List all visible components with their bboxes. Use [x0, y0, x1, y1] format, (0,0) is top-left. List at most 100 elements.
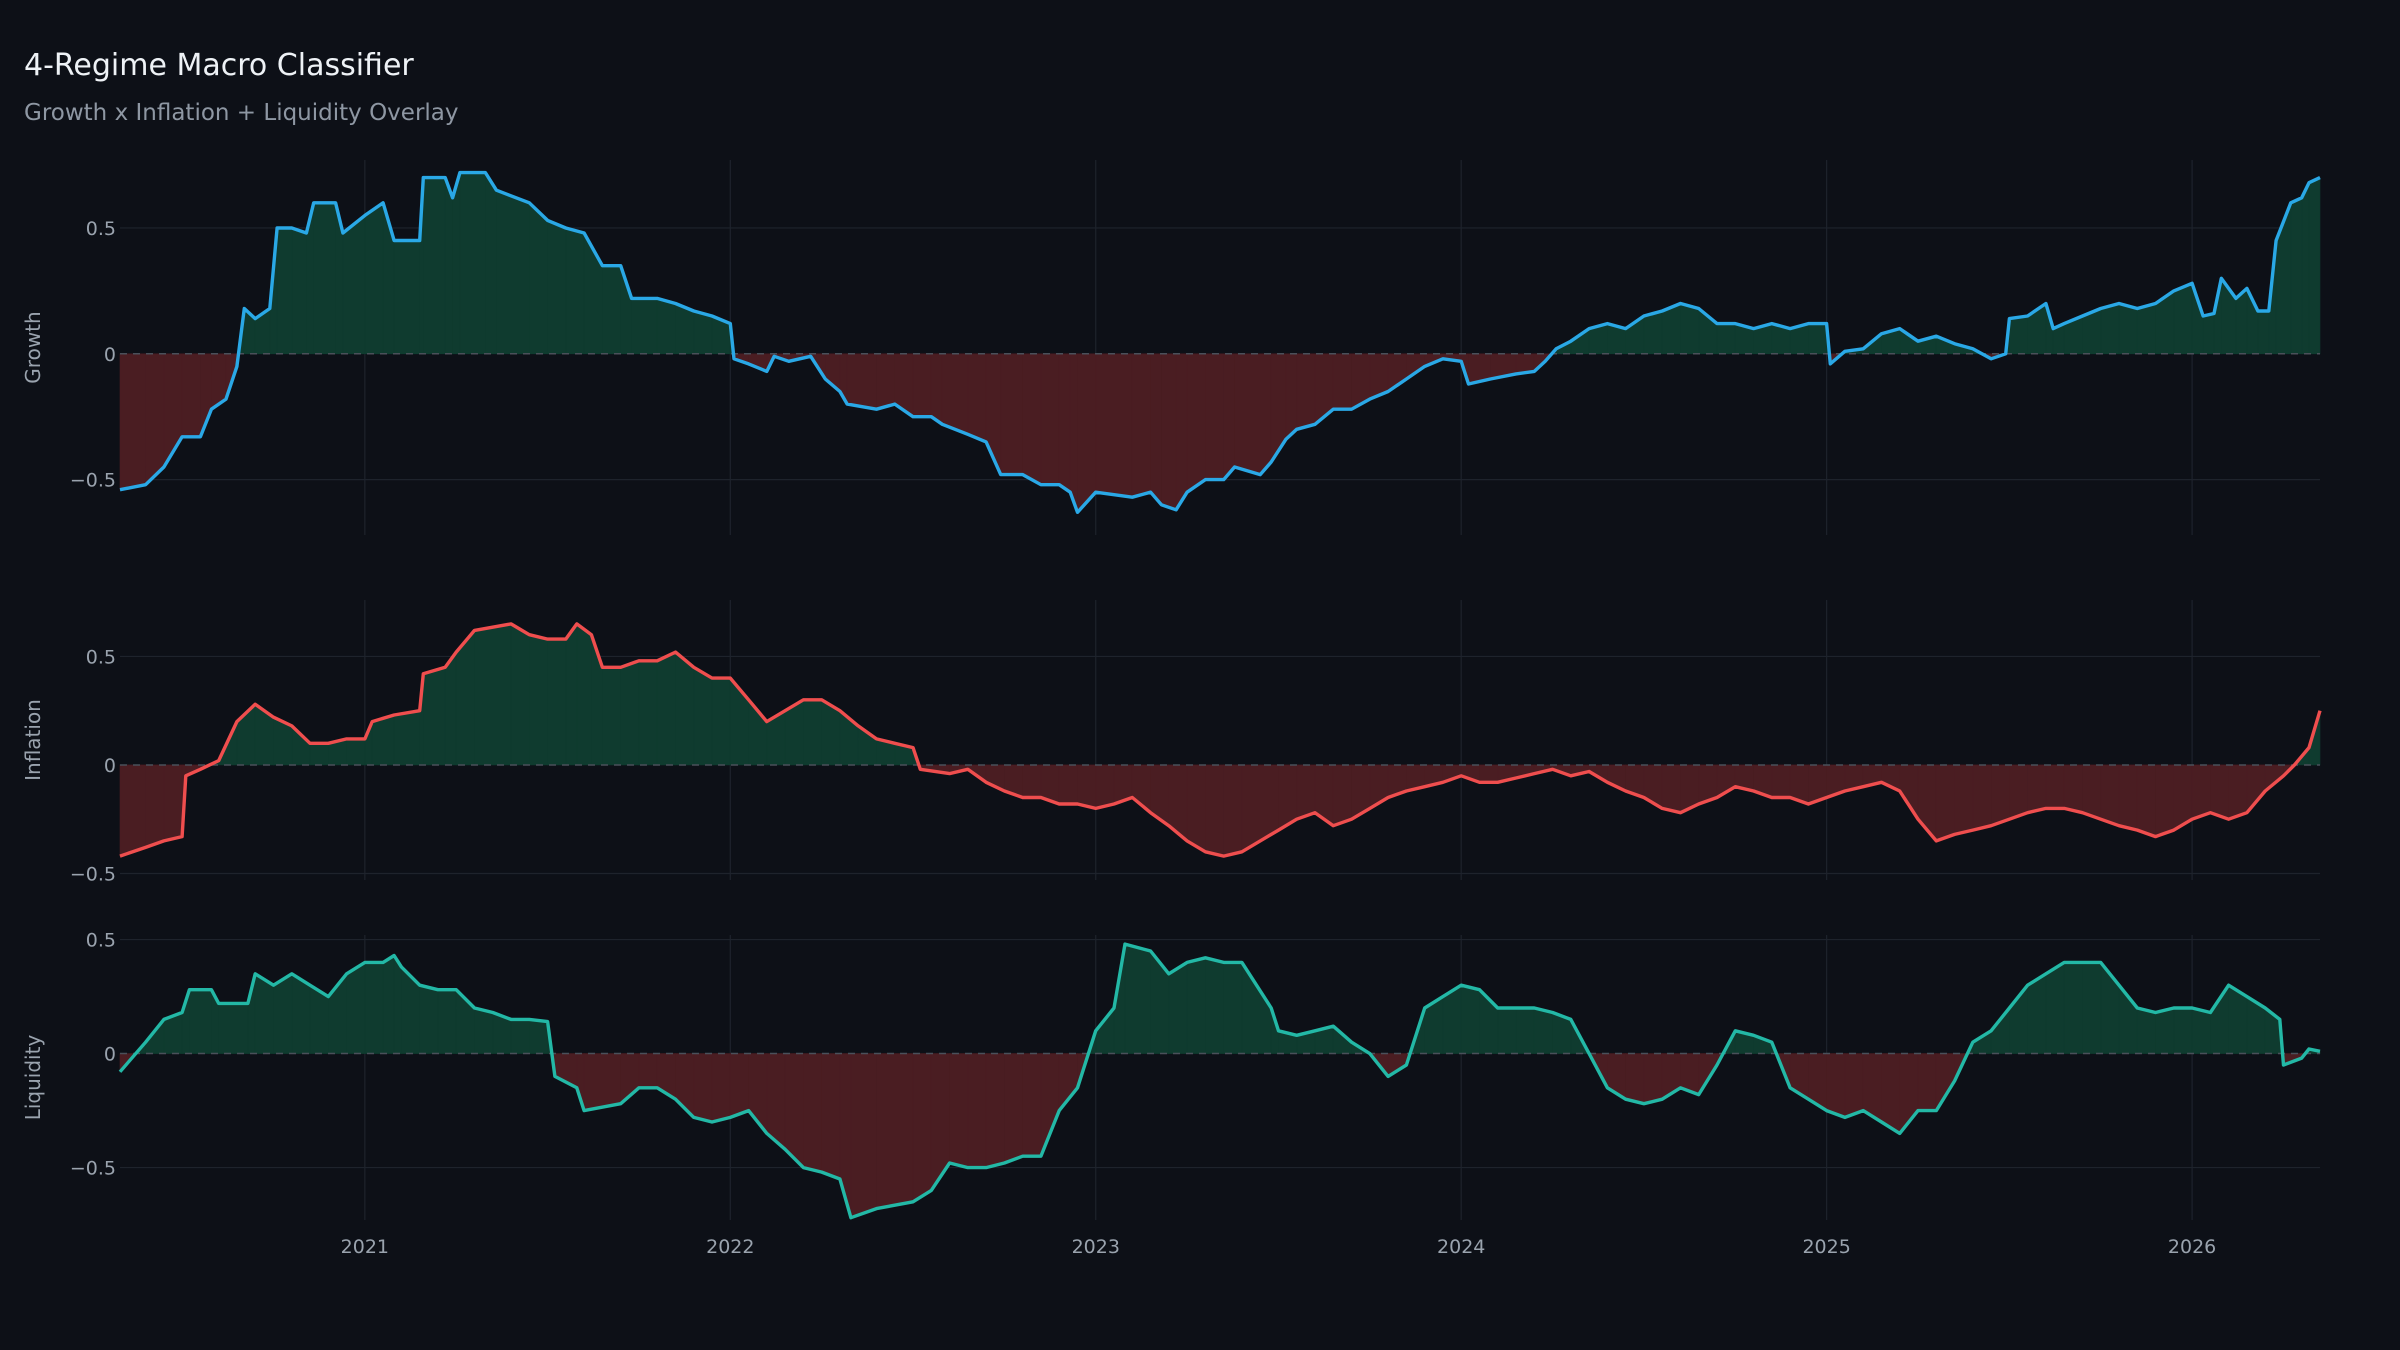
y-tick-label: 0.5 [86, 646, 116, 668]
negative-area [1332, 764, 1352, 827]
negative-area [1040, 353, 1060, 485]
negative-area [1186, 353, 1206, 493]
positive-area [2173, 1007, 2193, 1054]
positive-area [2202, 313, 2215, 355]
x-tick-label: 2025 [1802, 1236, 1850, 1258]
positive-area [382, 954, 395, 1054]
positive-area [565, 622, 578, 766]
positive-area [576, 623, 592, 766]
inflation-series-line [119, 622, 2322, 858]
positive-area [393, 710, 420, 766]
negative-area [949, 1053, 969, 1168]
y-tick-label: 0.5 [86, 930, 116, 952]
positive-area [474, 623, 512, 766]
negative-area [1935, 764, 1955, 842]
positive-area [444, 177, 453, 355]
positive-area [444, 651, 457, 766]
positive-area [423, 666, 446, 766]
negative-area [803, 1053, 822, 1173]
negative-area [2082, 764, 2102, 820]
positive-area [602, 265, 621, 355]
negative-area [1223, 764, 1243, 857]
y-axis-label: Inflation [21, 699, 45, 781]
negative-area [1186, 764, 1206, 853]
positive-area [346, 961, 366, 1054]
positive-area [693, 310, 713, 355]
negative-area [2045, 764, 2065, 809]
y-tick-label: 0 [104, 755, 116, 777]
negative-area [1935, 1053, 1955, 1112]
negative-area [711, 1053, 731, 1123]
positive-area [291, 725, 311, 766]
positive-area [1168, 961, 1188, 1054]
negative-area [1625, 1053, 1645, 1105]
negative-area [1131, 353, 1151, 498]
positive-area [218, 1003, 249, 1054]
negative-area [163, 764, 183, 842]
negative-area [1285, 353, 1298, 441]
positive-area [1095, 1007, 1115, 1054]
negative-area [1022, 1053, 1042, 1157]
growth-series-line [119, 170, 2321, 514]
y-axis-label: Liquidity [21, 1035, 45, 1121]
negative-area [2246, 764, 2266, 814]
negative-area [1990, 764, 2010, 827]
positive-area [276, 227, 293, 355]
negative-area [930, 353, 943, 425]
negative-area [1661, 764, 1681, 814]
negative-area [1479, 764, 1499, 783]
negative-area [1205, 764, 1224, 857]
positive-area [1716, 323, 1736, 355]
positive-area [620, 660, 640, 766]
negative-area [181, 353, 201, 438]
positive-area [2290, 197, 2303, 355]
negative-area [1234, 353, 1261, 475]
positive-area [1990, 1007, 2010, 1054]
positive-area [254, 973, 274, 1054]
positive-area [2100, 303, 2120, 355]
positive-area [2210, 984, 2229, 1054]
positive-area [1241, 961, 1272, 1054]
panel-growth: −0.5 0 0.5 Growth [21, 160, 2321, 535]
positive-area [656, 651, 676, 766]
negative-area [1296, 353, 1316, 430]
positive-area [346, 738, 366, 766]
x-tick-label: 2026 [2168, 1236, 2216, 1258]
positive-area [2136, 303, 2156, 355]
positive-area [1124, 943, 1151, 1054]
positive-area [393, 240, 420, 355]
negative-area [1077, 353, 1097, 514]
negative-area [1917, 1053, 1937, 1111]
y-tick-label: 0 [104, 344, 116, 366]
x-tick-label: 2024 [1437, 1236, 1485, 1258]
negative-area [1826, 1053, 1846, 1118]
negative-area [1040, 1053, 1060, 1157]
positive-area [2191, 1007, 2211, 1054]
negative-area [2155, 764, 2175, 838]
positive-area [1680, 303, 1700, 355]
negative-area [1899, 764, 1919, 821]
negative-area [145, 764, 165, 848]
positive-area [371, 714, 395, 766]
negative-area [2191, 764, 2211, 820]
positive-area [496, 189, 530, 355]
positive-area [313, 202, 336, 355]
negative-area [1150, 353, 1162, 506]
negative-area [2100, 764, 2120, 827]
positive-area [1460, 984, 1480, 1054]
positive-area [1643, 310, 1663, 355]
y-tick-label: −0.5 [70, 470, 116, 492]
positive-area [423, 177, 446, 355]
positive-area [1533, 1007, 1553, 1054]
positive-area [2009, 315, 2028, 355]
y-tick-label: −0.5 [70, 1158, 116, 1180]
positive-area [675, 651, 695, 766]
negative-area [876, 1053, 914, 1209]
negative-area [119, 353, 146, 491]
y-tick-label: 0 [104, 1044, 116, 1066]
positive-area [803, 699, 822, 766]
negative-area [1972, 764, 1992, 831]
negative-area [846, 353, 877, 410]
positive-area [291, 227, 307, 355]
negative-area [2228, 764, 2248, 820]
